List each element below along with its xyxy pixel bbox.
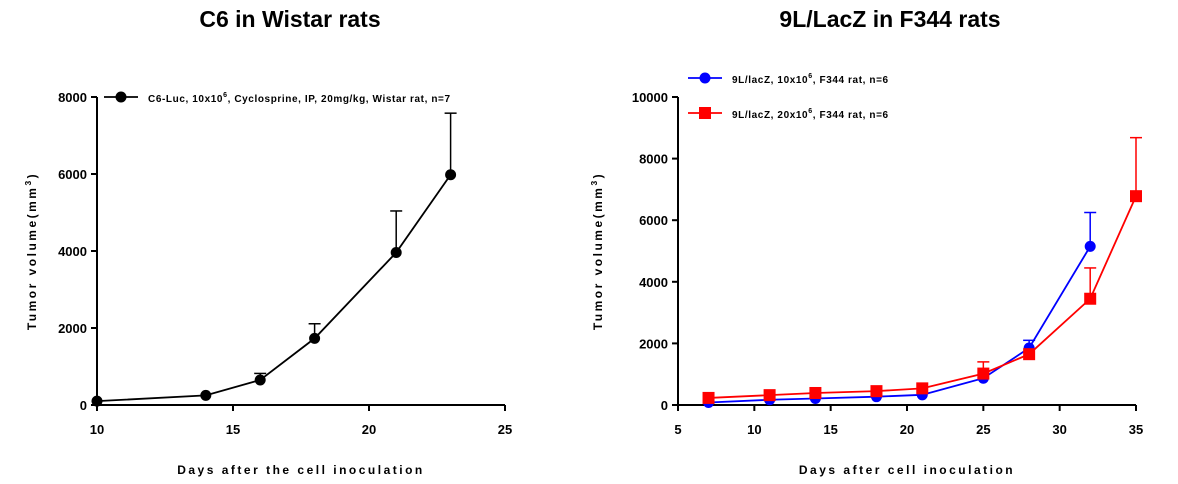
chart-2-series-2-point bbox=[977, 367, 990, 380]
chart-2-series-2-point bbox=[870, 385, 883, 398]
chart-1-y-tick-label-2: 4000 bbox=[58, 244, 87, 259]
chart-2-x-tick-label-2: 15 bbox=[823, 422, 837, 437]
chart-2-series-1-legend-label: 9L/lacZ, 10x106, F344 rat, n=6 bbox=[732, 73, 889, 86]
chart-2-x-axis-label: Days after cell inoculation bbox=[799, 463, 1015, 477]
chart-2-series-1-line bbox=[708, 245, 1091, 404]
chart-2-series-2-point bbox=[1084, 292, 1097, 305]
chart-2-series-2-point bbox=[1130, 190, 1142, 203]
chart-1-x-axis-label: Days after the cell inoculation bbox=[177, 463, 425, 477]
chart-2-series-2-point bbox=[809, 386, 822, 399]
chart-2-series-2-legend-label: 9L/lacZ, 20x106, F344 rat, n=6 bbox=[732, 108, 889, 121]
chart-2-series-2-point bbox=[702, 391, 715, 404]
chart-2-x-tick-label-1: 10 bbox=[747, 422, 761, 437]
chart-1-y-tick-label-1: 2000 bbox=[58, 321, 87, 336]
chart-1-series-1-point bbox=[200, 389, 212, 401]
chart-2-y-tick-label-1: 2000 bbox=[639, 336, 668, 351]
chart-2-series-1-point bbox=[1084, 240, 1096, 252]
chart-1-y-tick-label-3: 6000 bbox=[58, 167, 87, 182]
chart-1-x-tick-label-3: 25 bbox=[498, 422, 512, 437]
chart-2-series-2-legend-marker bbox=[699, 107, 711, 119]
chart-1-series-1-point bbox=[445, 169, 457, 181]
chart-1-x-tick-label-2: 20 bbox=[362, 422, 376, 437]
chart-1-y-tick-label-0: 0 bbox=[80, 398, 87, 413]
chart-1-series-1-point bbox=[390, 247, 402, 259]
chart-1-series-1-point bbox=[91, 395, 103, 407]
chart-2-title: 9L/LacZ in F344 rats bbox=[779, 6, 1001, 32]
chart-1-series-1-legend-marker bbox=[115, 91, 127, 103]
chart-2-series-1-legend-marker bbox=[699, 72, 711, 84]
chart-1-x-tick-label-0: 10 bbox=[90, 422, 104, 437]
chart-1-x-tick-label-1: 15 bbox=[226, 422, 240, 437]
chart-2-y-tick-label-2: 4000 bbox=[639, 275, 668, 290]
chart-2-series-2-point bbox=[1023, 348, 1036, 361]
chart-2-y-axis-label: Tumor volume(mm3) bbox=[589, 172, 605, 330]
chart-2-series-2-point bbox=[916, 382, 929, 395]
chart-1-series-1-point bbox=[309, 332, 321, 344]
chart-2-series-2-line bbox=[708, 195, 1137, 399]
chart-2-x-tick-label-5: 30 bbox=[1052, 422, 1066, 437]
chart-1-y-axis-label: Tumor volume(mm3) bbox=[23, 172, 39, 330]
chart-1-series-1-legend-label: C6-Luc, 10x106, Cyclosprine, IP, 20mg/kg… bbox=[148, 92, 451, 105]
chart-2-y-tick-label-0: 0 bbox=[661, 398, 668, 413]
chart-2-y-tick-label-4: 8000 bbox=[639, 152, 668, 167]
chart-2-x-tick-label-3: 20 bbox=[900, 422, 914, 437]
chart-2-y-tick-label-5: 10000 bbox=[632, 90, 668, 105]
chart-1-series-1-line bbox=[96, 174, 452, 403]
chart-2-x-tick-label-4: 25 bbox=[976, 422, 990, 437]
chart-2-series-2-point bbox=[763, 389, 776, 402]
chart-1-title: C6 in Wistar rats bbox=[199, 6, 381, 32]
chart-1-series-1-point bbox=[254, 374, 266, 386]
chart-1-y-tick-label-4: 8000 bbox=[58, 90, 87, 105]
chart-2-x-tick-label-6: 35 bbox=[1129, 422, 1143, 437]
chart-2-y-tick-label-3: 6000 bbox=[639, 213, 668, 228]
chart-2-x-tick-label-0: 5 bbox=[674, 422, 681, 437]
